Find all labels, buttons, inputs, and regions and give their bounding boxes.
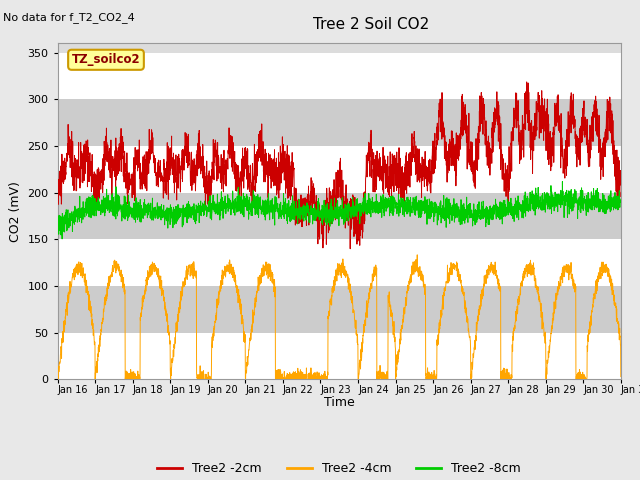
Text: No data for f_T2_CO2_4: No data for f_T2_CO2_4 (3, 12, 135, 23)
Text: Tree 2 Soil CO2: Tree 2 Soil CO2 (313, 17, 429, 32)
Bar (58, 286, 621, 333)
Bar (58, 146, 621, 192)
Bar (58, 192, 621, 239)
Bar (58, 239, 621, 286)
Bar (58, 333, 621, 379)
Y-axis label: CO2 (mV): CO2 (mV) (9, 181, 22, 241)
Text: TZ_soilco2: TZ_soilco2 (72, 53, 140, 66)
Bar (58, 52, 621, 99)
X-axis label: Time: Time (324, 396, 355, 409)
Legend: Tree2 -2cm, Tree2 -4cm, Tree2 -8cm: Tree2 -2cm, Tree2 -4cm, Tree2 -8cm (152, 457, 526, 480)
Bar (58, 99, 621, 146)
